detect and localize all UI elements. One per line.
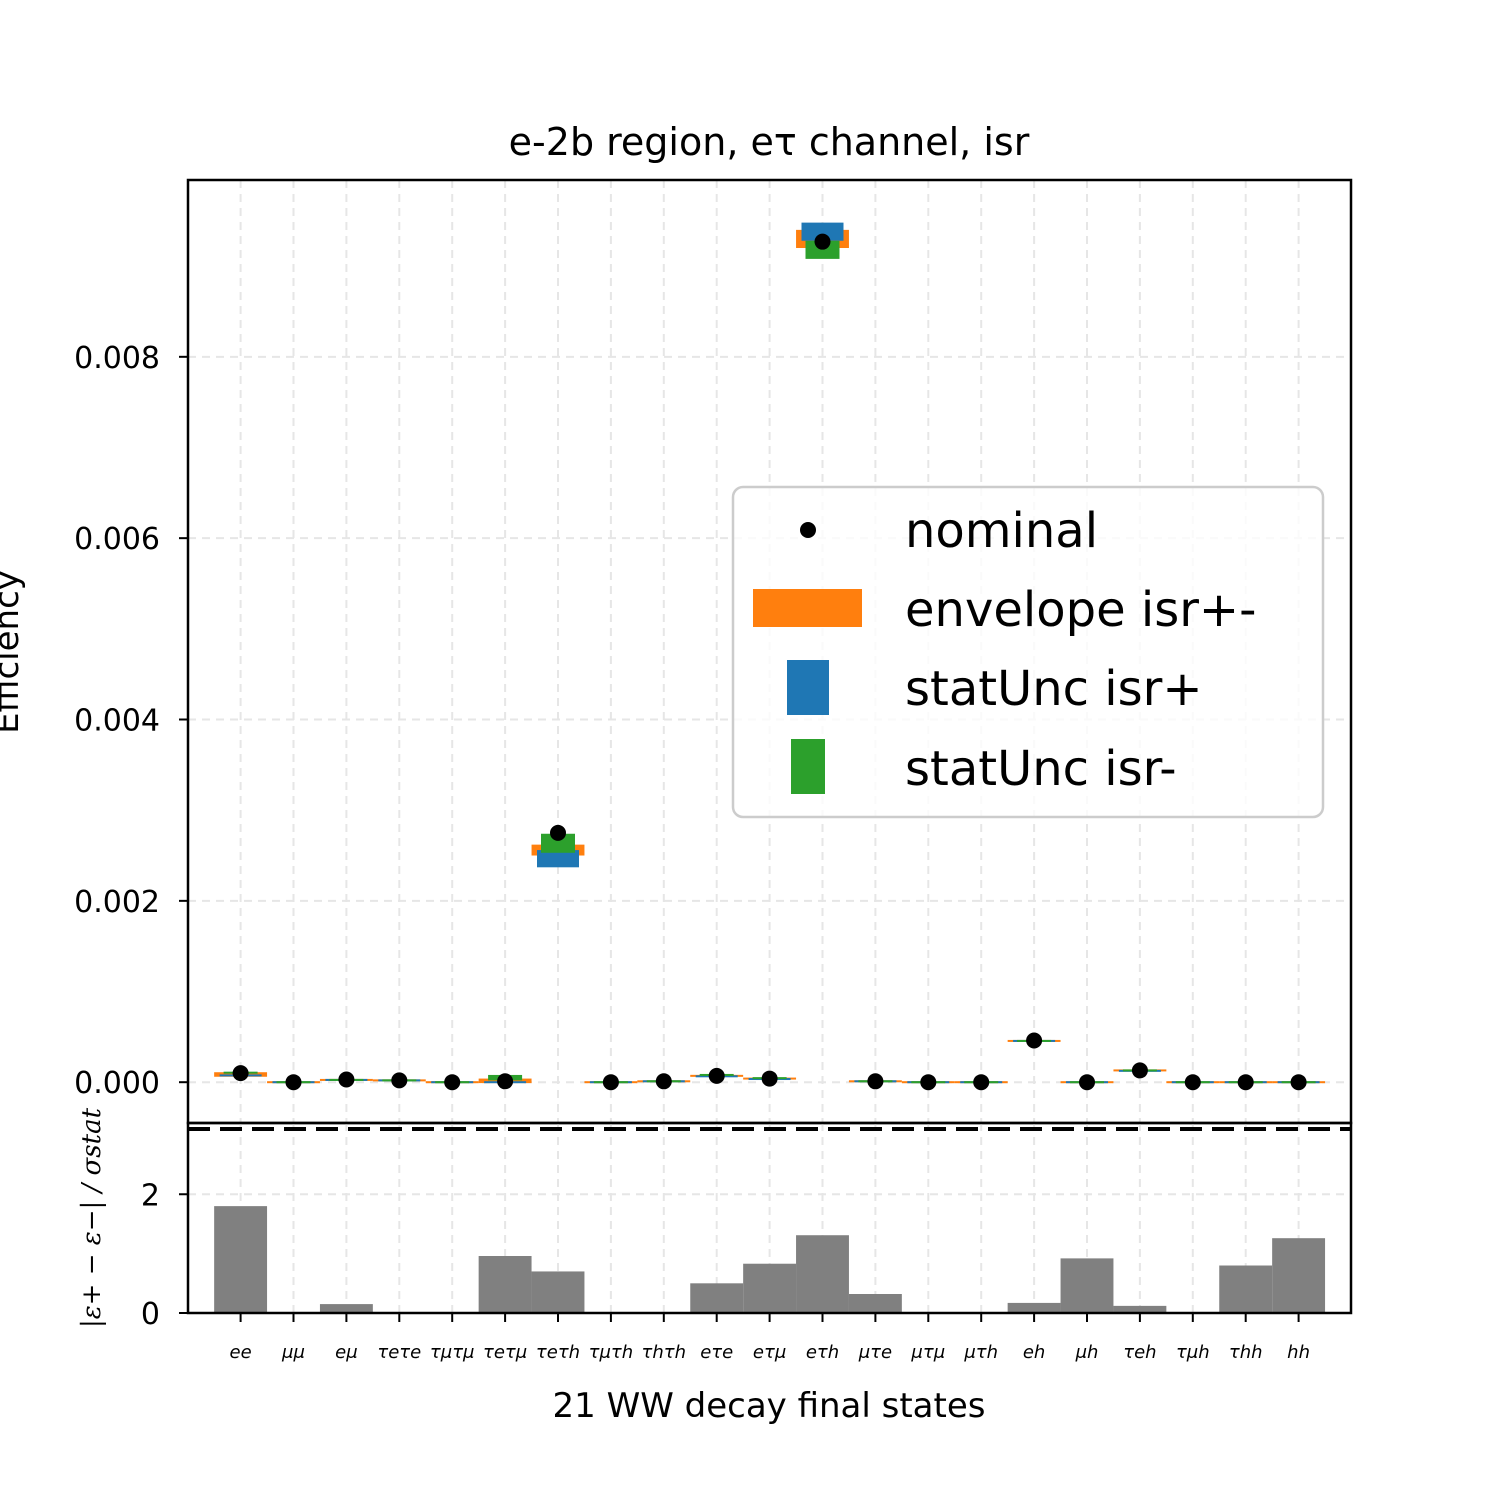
y-axis-label: Efficiency — [0, 570, 27, 734]
nominal-point-3 — [391, 1072, 408, 1089]
ratio-bar-9 — [690, 1283, 744, 1313]
x-axis-label: 21 WW decay final states — [553, 1386, 986, 1426]
ratio-y-axis-label: |ε+ − ε−| / σstat — [77, 1107, 107, 1328]
legend-box — [731, 485, 1325, 819]
stat-minus-bar-6 — [541, 833, 575, 853]
x-ticks: ee μμ eμ τeτe τμτμ τeτμ τeτh τμτh τhτh eτe eτμ eτh μ… — [230, 1313, 1310, 1363]
legend-nominal-label: nominal — [905, 503, 1098, 559]
chart-title: e-2b region, eτ channel, isr — [509, 120, 1030, 164]
legend-nominal-marker — [800, 522, 816, 538]
nominal-point-6 — [550, 824, 566, 841]
legend-stat-plus-label: statUnc isr+ — [905, 661, 1203, 717]
ratio-bar-20 — [1272, 1238, 1326, 1313]
nominal-point-17 — [1131, 1062, 1148, 1079]
xtick-label-13: μτμ — [910, 1342, 945, 1363]
xtick-label-9: eτe — [700, 1342, 733, 1363]
nominal-point-13 — [920, 1074, 937, 1091]
nominal-point-18 — [1184, 1074, 1201, 1091]
xtick-label-12: μτe — [858, 1342, 892, 1363]
main-ytick-label-2: 0.004 — [74, 704, 160, 739]
nominal-point-8 — [655, 1073, 672, 1090]
nominal-point-12 — [867, 1073, 884, 1090]
xtick-label-4: τμτμ — [430, 1342, 475, 1363]
stat-plus-bar-11 — [801, 222, 844, 241]
nominal-point-20 — [1290, 1074, 1307, 1091]
main-ytick-label-3: 0.006 — [74, 522, 160, 557]
xtick-label-3: τeτe — [377, 1342, 421, 1363]
xtick-label-5: τeτμ — [483, 1342, 527, 1363]
nominal-point-1 — [285, 1074, 302, 1091]
xtick-label-14: μτh — [963, 1342, 998, 1363]
main-ytick-label-4: 0.008 — [74, 341, 160, 376]
xtick-label-15: eh — [1023, 1342, 1045, 1363]
nominal-point-15 — [1026, 1032, 1043, 1049]
nominal-point-0 — [232, 1065, 249, 1082]
legend-stat-plus-marker — [787, 660, 829, 715]
xtick-label-18: τμh — [1176, 1342, 1210, 1363]
xtick-label-0: ee — [230, 1342, 252, 1363]
legend-stat-minus-marker — [791, 739, 825, 794]
ratio-bar-12 — [848, 1294, 902, 1313]
ratio-ytick-label-0: 0 — [141, 1297, 160, 1332]
nominal-point-4 — [444, 1074, 461, 1091]
xtick-label-7: τμτh — [589, 1342, 634, 1363]
ratio-y-axis-label-text: |ε+ − ε−| / σstat — [77, 1107, 107, 1328]
nominal-point-5 — [497, 1073, 514, 1090]
nominal-point-10 — [761, 1070, 778, 1087]
ratio-bar-19 — [1219, 1265, 1273, 1313]
nominal-point-9 — [708, 1067, 725, 1084]
main-y-ticks: 0.000 0.002 0.004 0.006 0.008 — [74, 341, 188, 1101]
nominal-point-19 — [1237, 1074, 1254, 1091]
ratio-bar-11 — [796, 1235, 849, 1313]
xtick-label-2: eμ — [335, 1342, 358, 1363]
legend-envelope-marker — [753, 589, 862, 627]
ratio-y-ticks: 02 — [141, 1178, 188, 1332]
xtick-label-19: τhh — [1229, 1342, 1263, 1363]
main-ytick-label-1: 0.002 — [74, 885, 160, 920]
main-ytick-label-0: 0.000 — [74, 1066, 160, 1101]
xtick-label-17: τeh — [1123, 1342, 1156, 1363]
xtick-label-10: eτμ — [753, 1342, 786, 1363]
nominal-point-16 — [1079, 1074, 1095, 1091]
nominal-point-7 — [602, 1074, 619, 1091]
stat-minus-bar-11 — [805, 240, 840, 259]
ratio-bar-6 — [531, 1271, 585, 1313]
legend-envelope-label: envelope isr+- — [905, 582, 1256, 638]
xtick-label-16: μh — [1075, 1342, 1099, 1363]
ratio-bar-16 — [1060, 1258, 1114, 1313]
stat-plus-bar-6 — [537, 850, 579, 868]
xtick-label-11: eτh — [806, 1342, 839, 1363]
ratio-bar-15 — [1007, 1302, 1061, 1313]
xtick-label-20: hh — [1287, 1342, 1310, 1363]
xtick-label-8: τhτh — [642, 1342, 687, 1363]
ratio-bar-17 — [1113, 1305, 1167, 1313]
xtick-label-6: τeτh — [536, 1342, 580, 1363]
legend: nominal envelope isr+- statUnc isr+ stat… — [731, 485, 1325, 819]
ratio-marks — [188, 1126, 1351, 1313]
ratio-bar-2 — [319, 1304, 373, 1313]
ratio-bar-10 — [743, 1263, 797, 1313]
legend-stat-minus-label: statUnc isr- — [905, 741, 1177, 797]
ratio-ytick-label-1: 2 — [141, 1178, 160, 1213]
ratio-bar-0 — [214, 1206, 268, 1313]
nominal-point-14 — [973, 1074, 990, 1091]
nominal-point-11 — [814, 233, 831, 250]
main-marks — [214, 222, 1326, 1091]
xtick-label-1: μμ — [281, 1342, 305, 1363]
nominal-point-2 — [338, 1071, 355, 1088]
ratio-bar-5 — [478, 1256, 532, 1313]
